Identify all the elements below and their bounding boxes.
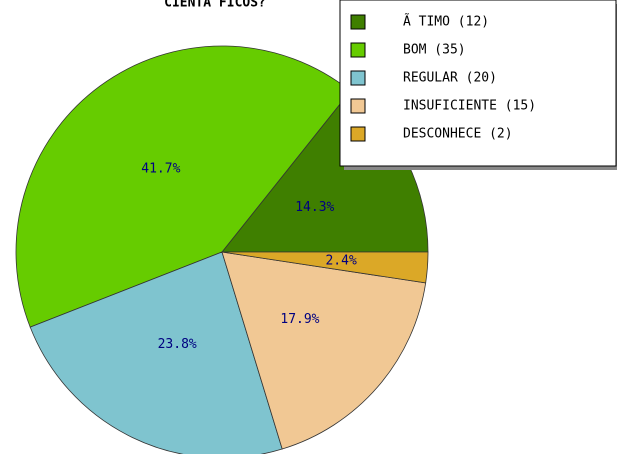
legend-swatch (350, 70, 366, 86)
legend-label: Ã TIMO (12) (403, 14, 489, 30)
pie-slice (29, 251, 283, 454)
chart-title: CIENTÃ FICOS? (164, 0, 266, 11)
pie-slice (15, 45, 352, 328)
legend-swatch (350, 126, 366, 142)
slice-label: 23.8% (158, 337, 197, 352)
slice-label: 41.7% (141, 162, 180, 177)
pie-slice (221, 251, 427, 450)
legend-label: INSUFICIENTE (15) (403, 99, 536, 114)
legend-swatch (350, 14, 366, 30)
legend-box (339, 0, 617, 167)
pie-slice (221, 251, 429, 284)
legend-swatch (350, 98, 366, 114)
legend-label: DESCONHECE (2) (403, 127, 513, 142)
legend-swatch (350, 42, 366, 58)
legend-label: REGULAR (20) (403, 71, 497, 86)
legend-label: BOM (35) (403, 43, 466, 58)
slice-label: 17.9% (280, 312, 319, 327)
slice-label: 14.3% (295, 200, 334, 215)
slice-label: 2.4% (325, 253, 356, 268)
